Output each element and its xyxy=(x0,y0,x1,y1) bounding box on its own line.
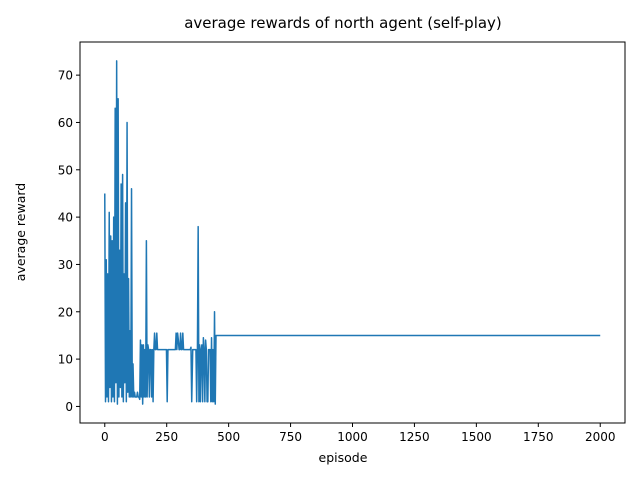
plot-area xyxy=(104,60,601,405)
x-tick-label: 1250 xyxy=(399,430,430,444)
chart-title: average rewards of north agent (self-pla… xyxy=(184,14,502,32)
y-tick-label: 0 xyxy=(65,400,73,414)
x-axis-label: episode xyxy=(319,450,368,465)
x-tick-label: 750 xyxy=(279,430,302,444)
x-tick-label: 2000 xyxy=(585,430,616,444)
x-tick-label: 500 xyxy=(217,430,240,444)
y-axis-ticks: 0 10 20 30 40 50 60 70 xyxy=(58,69,80,414)
x-tick-label: 250 xyxy=(155,430,178,444)
y-tick-label: 60 xyxy=(58,116,73,130)
y-tick-label: 70 xyxy=(58,69,73,83)
axes-frame xyxy=(79,41,626,424)
y-tick-label: 20 xyxy=(58,305,73,319)
x-tick-label: 1750 xyxy=(523,430,554,444)
y-axis-label: average reward xyxy=(13,183,28,281)
y-tick-label: 10 xyxy=(58,353,73,367)
x-tick-label: 1500 xyxy=(461,430,492,444)
y-tick-label: 40 xyxy=(58,211,73,225)
y-tick-label: 50 xyxy=(58,163,73,177)
y-tick-label: 30 xyxy=(58,258,73,272)
x-axis-ticks: 0 250 500 750 1000 1250 1500 1750 2000 xyxy=(101,423,616,444)
series-line-0 xyxy=(104,60,601,405)
x-tick-label: 1000 xyxy=(337,430,368,444)
x-tick-label: 0 xyxy=(101,430,109,444)
